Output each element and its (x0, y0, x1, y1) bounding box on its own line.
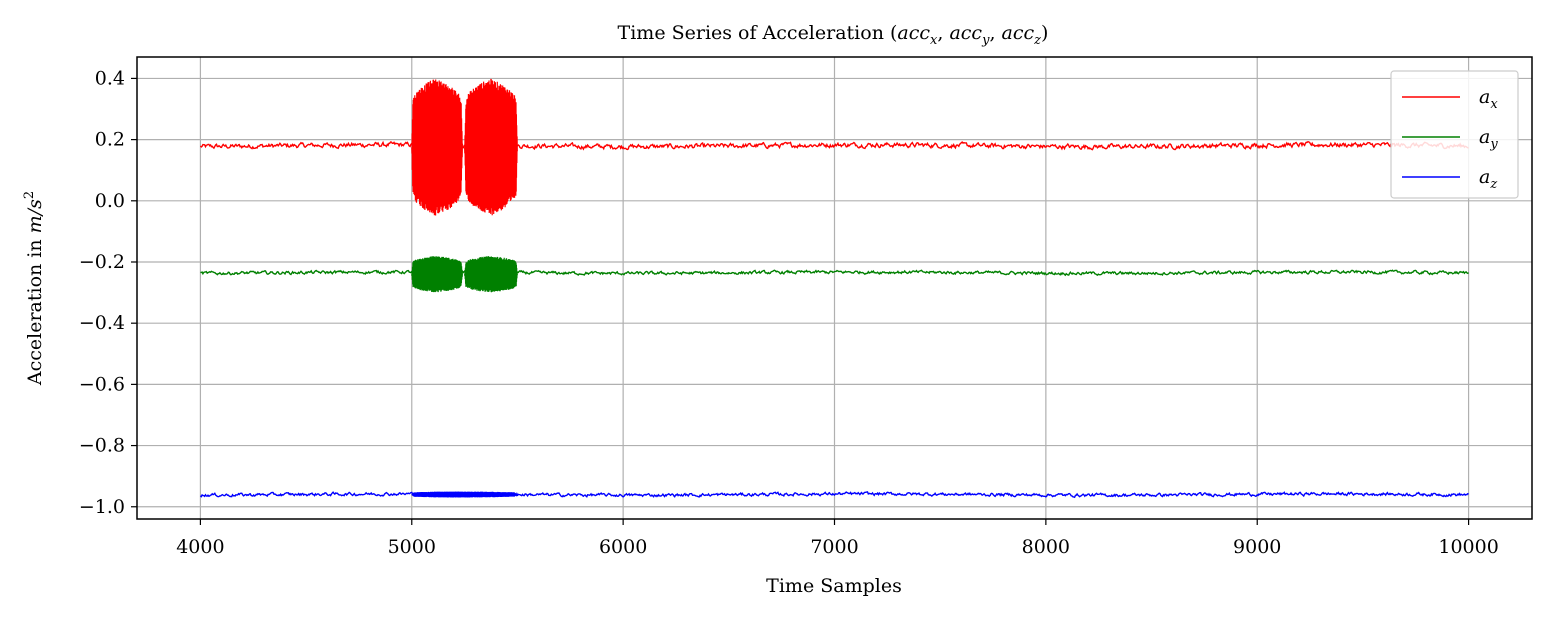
chart-title: Time Series of Acceleration (accx, accy,… (618, 22, 1049, 48)
series-burst-a_y (464, 256, 518, 293)
y-tick-label: 0.0 (95, 190, 125, 212)
x-tick-label: 4000 (176, 536, 224, 558)
y-tick-label: −1.0 (79, 496, 125, 518)
series-burst-a_x (411, 79, 463, 216)
legend-box (1390, 70, 1519, 199)
x-tick-label: 7000 (810, 536, 858, 558)
plot-area (199, 78, 1469, 499)
y-tick-label: −0.8 (79, 435, 125, 457)
series-burst-a_z (411, 491, 518, 498)
legend: ax ay az (1390, 70, 1519, 199)
y-tick-label: 0.2 (95, 129, 125, 151)
x-tick-label: 6000 (599, 536, 647, 558)
series-burst-a_y (411, 256, 463, 293)
x-tick-label: 9000 (1233, 536, 1281, 558)
series-line-a_z (199, 491, 1469, 499)
y-axis: 0.4 0.2 0.0 −0.2 −0.4 −0.6 −0.8 −1.0 (79, 67, 137, 518)
x-tick-label: 10000 (1438, 536, 1498, 558)
x-tick-label: 5000 (388, 536, 436, 558)
x-axis: 4000 5000 6000 7000 8000 9000 10000 (176, 519, 1499, 558)
x-axis-label: Time Samples (766, 575, 902, 597)
legend-label-a_y: ay (1479, 126, 1498, 152)
legend-label-a_x: ax (1479, 86, 1498, 112)
legend-label-a_z: az (1479, 166, 1497, 192)
y-tick-label: −0.6 (79, 373, 125, 395)
y-tick-label: 0.4 (95, 67, 125, 89)
y-tick-label: −0.4 (79, 312, 125, 334)
y-tick-label: −0.2 (79, 251, 125, 273)
x-tick-label: 8000 (1022, 536, 1070, 558)
series-burst-a_x (464, 78, 518, 216)
grid-lines (137, 57, 1532, 519)
y-axis-label: Acceleration in m/s2 (22, 191, 46, 386)
